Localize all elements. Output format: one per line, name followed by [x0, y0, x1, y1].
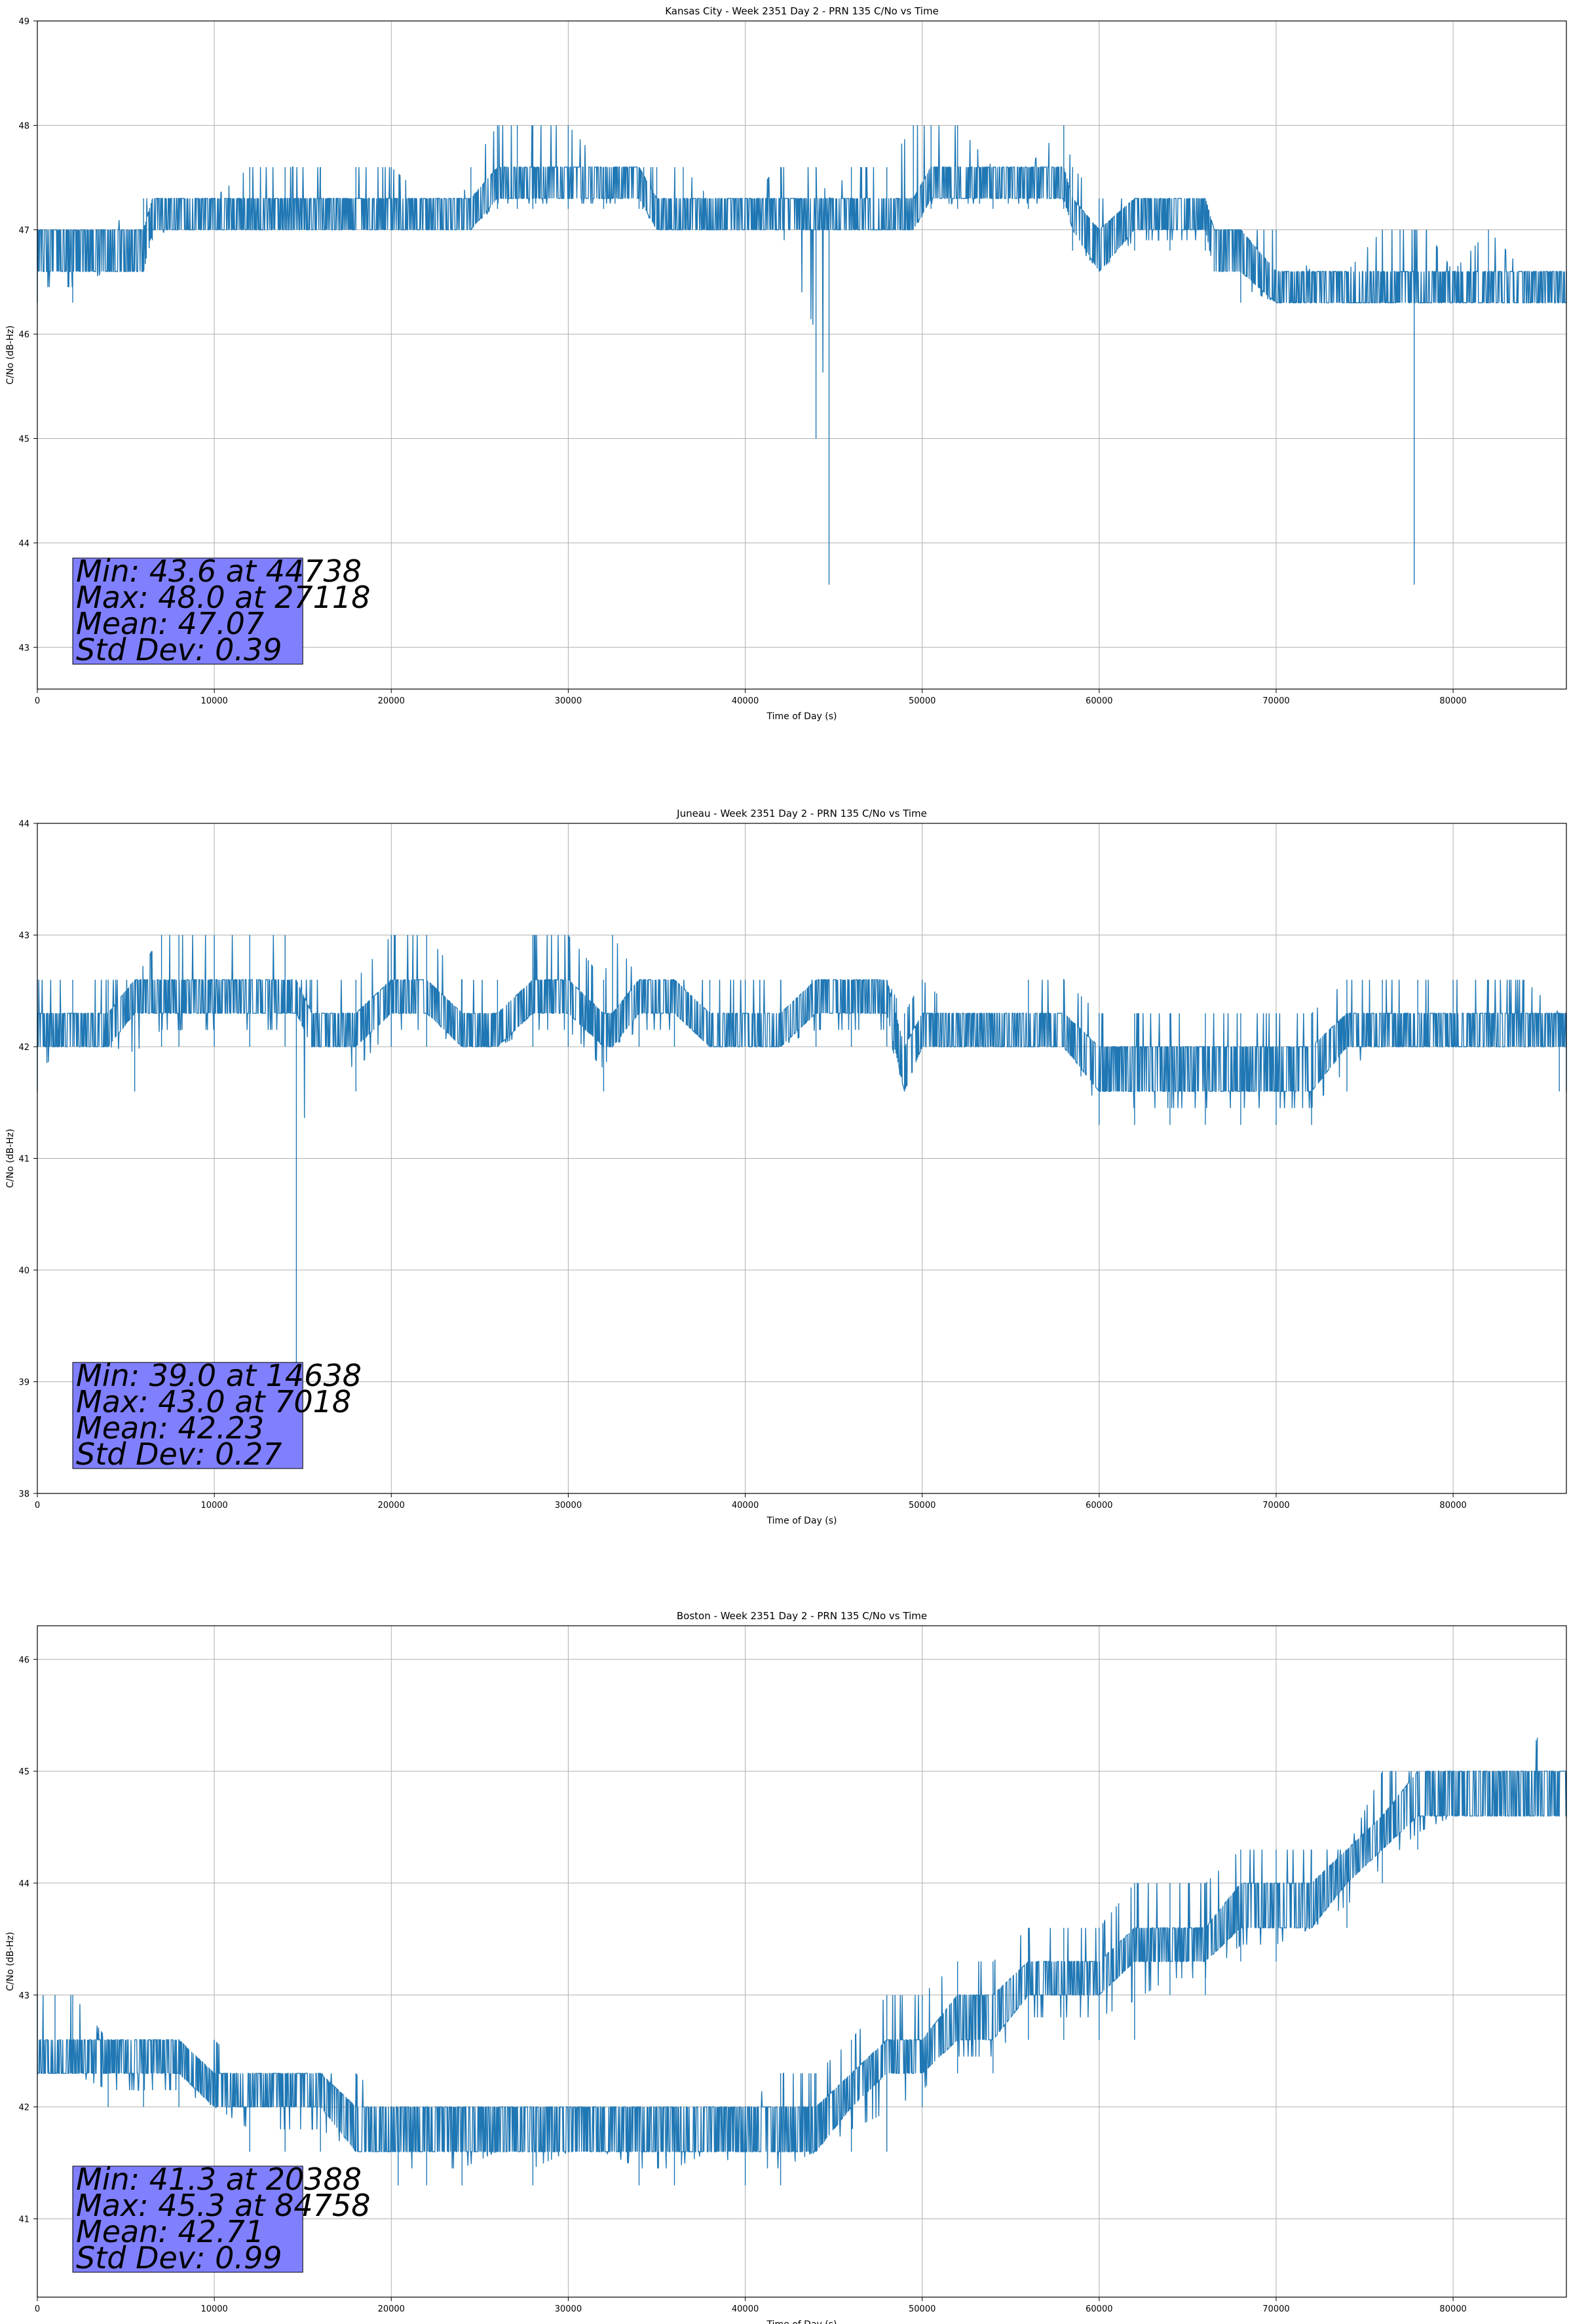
stats-line: Mean: 42.23 [76, 1410, 264, 1446]
y-tick-label: 43 [18, 643, 29, 653]
subplot-boston: 0 10000 20000 30000 40000 50000 60000 70000 8000… [5, 1610, 1567, 2324]
plot-frame [37, 1625, 1567, 2298]
x-tick-label: 40000 [732, 696, 759, 706]
y-tick-label: 40 [18, 1266, 29, 1276]
series-line [37, 125, 1567, 585]
y-tick-label: 45 [18, 435, 29, 445]
y-tick-label: 44 [18, 539, 29, 549]
subplot-juneau: 0 10000 20000 30000 40000 50000 60000 70000 8000… [5, 808, 1567, 1526]
x-tick-label: 50000 [909, 696, 936, 706]
x-tick-label: 0 [35, 1501, 40, 1510]
stats-line: Max: 45.3 at 84758 [76, 2188, 370, 2223]
y-axis-label: C/No (dB-Hz) [5, 1932, 16, 1991]
plot-frame [37, 20, 1567, 690]
stats-line: Min: 39.0 at 14638 [76, 1358, 362, 1393]
x-axis-label: Time of Day (s) [766, 2319, 837, 2324]
x-tick-label: 50000 [909, 2304, 936, 2314]
y-tick-label: 44 [18, 1879, 29, 1889]
x-axis-label: Time of Day (s) [766, 1516, 837, 1526]
y-axis-label: C/No (dB-Hz) [5, 326, 16, 384]
x-tick-label: 10000 [200, 696, 227, 706]
y-tick-label: 39 [18, 1378, 29, 1388]
y-tick-label: 38 [18, 1490, 29, 1499]
x-tick-label: 30000 [555, 2304, 582, 2314]
x-tick-label: 20000 [378, 696, 405, 706]
stats-line: Std Dev: 0.27 [76, 1436, 282, 1472]
x-tick-label: 60000 [1086, 1501, 1112, 1510]
y-tick-label: 42 [18, 2103, 29, 2113]
subplot-kansas-city: 0 10000 20000 30000 40000 50000 60000 70000 8000… [5, 5, 1567, 722]
series-line [37, 935, 1567, 1382]
stats-line: Min: 41.3 at 20388 [76, 2162, 362, 2197]
stats-line: Mean: 42.71 [76, 2214, 264, 2249]
x-axis-label: Time of Day (s) [766, 711, 837, 722]
x-tick-label: 70000 [1262, 2304, 1289, 2314]
x-tick-label: 30000 [555, 1501, 582, 1510]
x-tick-label: 60000 [1086, 696, 1112, 706]
stats-box-background [72, 2165, 303, 2273]
y-tick-label: 49 [18, 17, 29, 27]
stats-line: Min: 43.6 at 44738 [76, 553, 362, 589]
x-tick-label: 40000 [732, 2304, 759, 2314]
series-line [37, 1737, 1567, 2186]
y-tick-label: 42 [18, 1043, 29, 1053]
chart-title: Juneau - Week 2351 Day 2 - PRN 135 C/No … [676, 808, 927, 819]
y-tick-label: 45 [18, 1767, 29, 1777]
x-tick-label: 50000 [909, 1501, 936, 1510]
y-tick-label: 41 [18, 1155, 29, 1165]
stats-line: Max: 43.0 at 7018 [76, 1384, 351, 1419]
x-tick-label: 20000 [378, 2304, 405, 2314]
x-tick-label: 60000 [1086, 2304, 1112, 2314]
x-tick-label: 80000 [1439, 696, 1466, 706]
x-tick-label: 10000 [200, 1501, 227, 1510]
x-tick-label: 70000 [1262, 696, 1289, 706]
y-axis-label: C/No (dB-Hz) [5, 1129, 16, 1188]
chart-title: Boston - Week 2351 Day 2 - PRN 135 C/No … [677, 1610, 927, 1622]
y-tick-label: 44 [18, 819, 29, 829]
y-tick-label: 46 [18, 1655, 29, 1665]
stats-box-background [72, 557, 303, 665]
y-tick-label: 43 [18, 931, 29, 941]
stats-line: Mean: 47.07 [76, 606, 264, 641]
x-tick-label: 10000 [200, 2304, 227, 2314]
chart-title: Kansas City - Week 2351 Day 2 - PRN 135 … [665, 5, 939, 17]
y-tick-label: 46 [18, 330, 29, 340]
x-tick-label: 40000 [732, 1501, 759, 1510]
stats-line: Std Dev: 0.99 [76, 2240, 282, 2276]
stats-line: Std Dev: 0.39 [76, 632, 282, 667]
x-tick-label: 0 [35, 696, 40, 706]
x-tick-label: 0 [35, 2304, 40, 2314]
x-tick-label: 70000 [1262, 1501, 1289, 1510]
y-tick-label: 48 [18, 121, 29, 131]
stats-box-background [72, 1362, 303, 1469]
x-tick-label: 80000 [1439, 2304, 1466, 2314]
stats-line: Max: 48.0 at 27118 [76, 580, 370, 615]
y-tick-label: 47 [18, 226, 29, 236]
gridlines [37, 823, 1566, 1493]
y-tick-label: 43 [18, 1991, 29, 2001]
x-tick-label: 20000 [378, 1501, 405, 1510]
x-tick-label: 80000 [1439, 1501, 1466, 1510]
y-tick-label: 41 [18, 2215, 29, 2224]
x-tick-label: 30000 [555, 696, 582, 706]
